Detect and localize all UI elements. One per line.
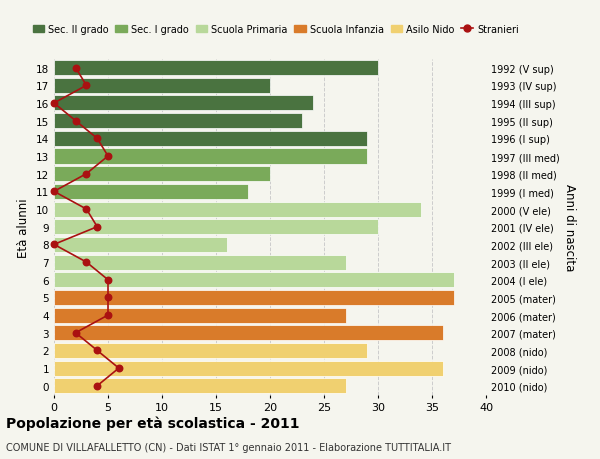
Bar	[54, 361, 443, 376]
Bar	[54, 378, 346, 393]
Bar	[54, 308, 346, 323]
Bar	[54, 167, 270, 182]
Point	[82, 171, 91, 178]
Bar	[54, 149, 367, 164]
Y-axis label: Età alunni: Età alunni	[17, 197, 31, 257]
Point	[92, 224, 102, 231]
Bar	[54, 78, 270, 94]
Bar	[54, 202, 421, 217]
Text: COMUNE DI VILLAFALLETTO (CN) - Dati ISTAT 1° gennaio 2011 - Elaborazione TUTTITA: COMUNE DI VILLAFALLETTO (CN) - Dati ISTA…	[6, 442, 451, 452]
Point	[71, 118, 80, 125]
Bar	[54, 185, 248, 199]
Point	[92, 382, 102, 390]
Point	[103, 276, 113, 284]
Point	[49, 241, 59, 248]
Bar	[54, 61, 378, 76]
Point	[49, 100, 59, 107]
Point	[103, 294, 113, 302]
Point	[82, 206, 91, 213]
Bar	[54, 237, 227, 252]
Bar	[54, 96, 313, 111]
Bar	[54, 343, 367, 358]
Bar	[54, 290, 454, 305]
Point	[82, 259, 91, 266]
Point	[71, 65, 80, 72]
Bar	[54, 325, 443, 341]
Bar	[54, 255, 346, 270]
Point	[114, 364, 124, 372]
Bar	[54, 220, 378, 235]
Y-axis label: Anni di nascita: Anni di nascita	[563, 184, 576, 271]
Bar	[54, 114, 302, 129]
Legend: Sec. II grado, Sec. I grado, Scuola Primaria, Scuola Infanzia, Asilo Nido, Stran: Sec. II grado, Sec. I grado, Scuola Prim…	[29, 21, 523, 39]
Point	[49, 188, 59, 196]
Text: Popolazione per età scolastica - 2011: Popolazione per età scolastica - 2011	[6, 415, 299, 430]
Bar	[54, 132, 367, 146]
Point	[103, 153, 113, 160]
Bar	[54, 273, 454, 288]
Point	[92, 135, 102, 143]
Point	[71, 330, 80, 337]
Point	[103, 312, 113, 319]
Point	[82, 83, 91, 90]
Point	[92, 347, 102, 354]
